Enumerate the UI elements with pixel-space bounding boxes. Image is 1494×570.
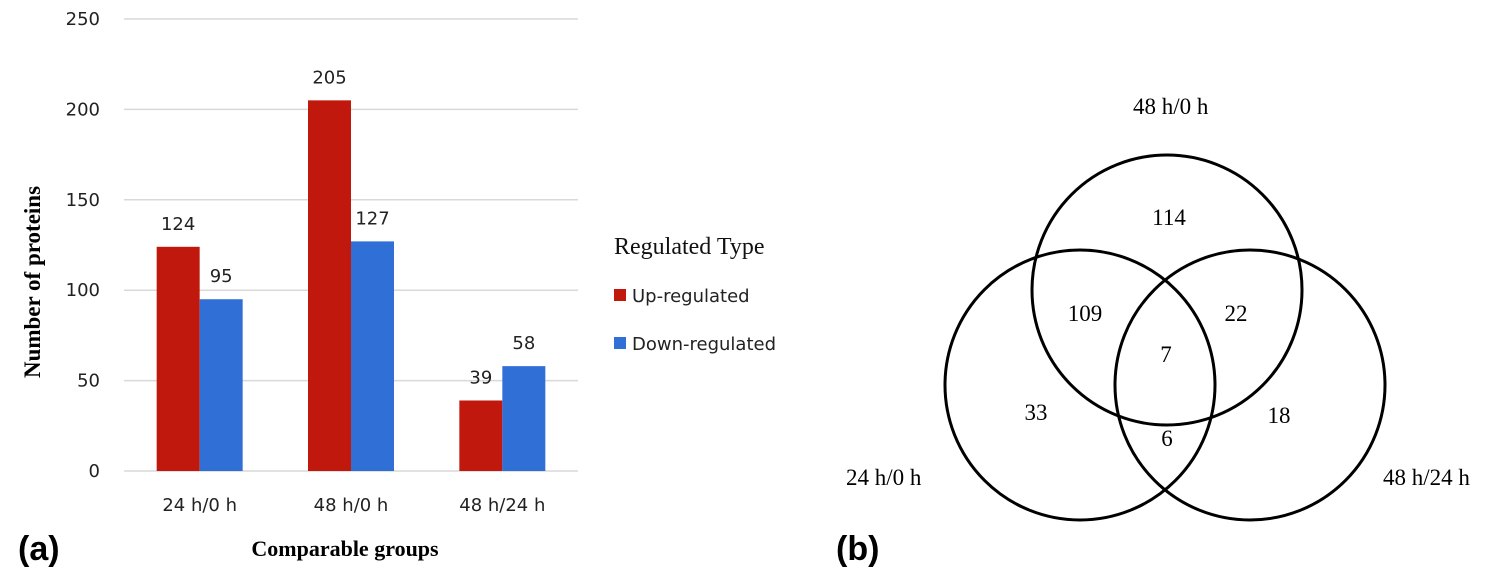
x-tick-label: 48 h/0 h [314,495,389,516]
venn-set-label-24h-0h: 24 h/0 h [846,465,922,490]
x-tick-labels: 24 h/0 h 48 h/0 h 48 h/24 h [162,495,545,516]
data-labels: 124 95 205 127 39 58 [161,67,535,388]
legend-swatch-down-regulated [614,337,626,349]
data-label: 95 [210,266,233,287]
bar-down-regulated-1 [199,299,243,471]
venn-set-label-48h-0h: 48 h/0 h [1133,94,1209,119]
venn-circle-24h-0h [943,248,1217,522]
y-tick-label: 50 [77,371,100,392]
venn-set-label-48h-24h: 48 h/24 h [1383,465,1470,490]
venn-circle-48h-0h [1030,153,1304,427]
data-label: 124 [161,214,195,235]
x-axis-title: Comparable groups [251,536,439,561]
y-tick-label: 250 [66,9,100,30]
venn-value-only-48h-24h: 18 [1268,403,1291,428]
panel-label-b: (b) [836,530,879,568]
y-tick-label: 150 [66,190,100,211]
bar-down-regulated-2 [351,241,394,471]
y-tick-label: 0 [89,461,100,482]
legend-label-up-regulated: Up-regulated [632,286,750,307]
venn-value-24h-0h-48h-24h: 6 [1161,426,1173,451]
venn-value-48h-0h-48h-24h: 22 [1225,301,1248,326]
bar-up-regulated-2 [308,100,351,472]
y-tick-labels: 0 50 100 150 200 250 [66,9,100,482]
y-axis-title: Number of proteins [20,186,45,378]
y-tick-label: 100 [66,280,100,301]
x-tick-label: 48 h/24 h [459,495,545,516]
venn-value-only-24h-0h: 33 [1025,400,1048,425]
venn-diagram: 48 h/0 h 24 h/0 h 48 h/24 h 114 109 22 7… [836,94,1470,568]
data-label: 58 [512,333,535,354]
venn-value-only-48h-0h: 114 [1152,205,1186,230]
bar-up-regulated-3 [459,400,503,471]
legend-title: Regulated Type [614,234,765,260]
x-tick-label: 24 h/0 h [162,495,237,516]
data-label: 127 [355,208,389,229]
y-tick-label: 200 [66,99,100,120]
panel-label-a: (a) [18,530,60,568]
legend-swatch-up-regulated [614,289,626,301]
venn-value-all-three: 7 [1160,342,1172,367]
bar-down-regulated-3 [502,366,546,471]
legend: Regulated Type Up-regulated Down-regulat… [614,234,776,355]
venn-circle-48h-24h [1113,248,1387,522]
venn-value-48h-0h-24h-0h: 109 [1068,301,1103,326]
bar-up-regulated-1 [156,246,200,471]
data-label: 39 [469,367,492,388]
legend-label-down-regulated: Down-regulated [632,334,776,355]
bars [156,100,546,472]
data-label: 205 [312,67,346,88]
